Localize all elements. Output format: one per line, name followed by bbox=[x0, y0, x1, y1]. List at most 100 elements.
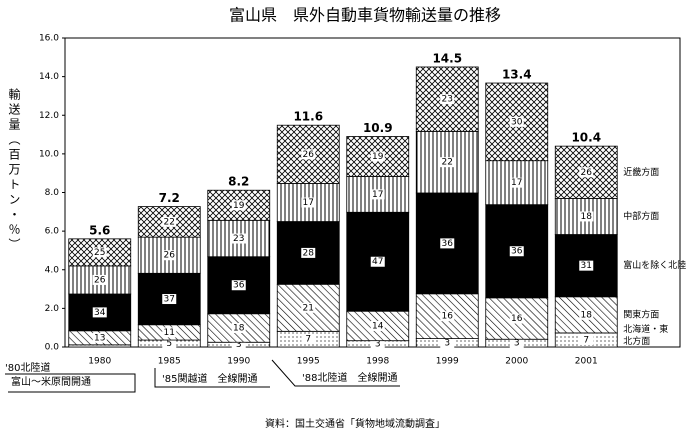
data-label: 3 bbox=[375, 339, 381, 349]
label-box bbox=[579, 260, 594, 271]
label-box bbox=[370, 256, 385, 267]
data-label: 36 bbox=[511, 247, 523, 257]
data-label: 36 bbox=[233, 281, 245, 291]
label-box bbox=[579, 167, 594, 178]
x-tick-label: 2000 bbox=[505, 357, 528, 367]
x-tick-label: 1995 bbox=[297, 357, 320, 367]
data-label: 26 bbox=[581, 168, 593, 178]
bracket bbox=[271, 359, 400, 387]
label-box bbox=[370, 338, 385, 349]
y-tick-label: 2.0 bbox=[45, 304, 60, 314]
data-label: 26 bbox=[164, 251, 176, 261]
data-label: 23 bbox=[442, 95, 453, 105]
legend-label: 富山を除く北陸 bbox=[623, 259, 686, 271]
bracket bbox=[5, 373, 136, 393]
data-label: 26 bbox=[94, 275, 106, 285]
label-box bbox=[162, 338, 177, 349]
label-box bbox=[370, 151, 385, 162]
x-tick-label: 1998 bbox=[366, 357, 389, 367]
label-box bbox=[509, 313, 524, 324]
data-label: 30 bbox=[511, 117, 523, 127]
y-tick-label: 12.0 bbox=[39, 111, 59, 121]
data-label: 18 bbox=[581, 212, 593, 222]
label-box bbox=[440, 238, 455, 249]
label-box bbox=[440, 311, 455, 322]
annotation: '80北陸道 bbox=[5, 361, 50, 374]
label-box bbox=[370, 320, 385, 331]
y-tick-label: 6.0 bbox=[45, 227, 60, 237]
data-label: 16 bbox=[442, 312, 454, 322]
label-box bbox=[440, 157, 455, 168]
label-box bbox=[579, 334, 594, 345]
y-tick-label: 10.0 bbox=[39, 149, 59, 159]
label-box bbox=[231, 233, 246, 244]
data-label: 19 bbox=[233, 201, 245, 211]
legend-label: 北海道・東北方面 bbox=[623, 324, 669, 347]
total-label: 10.9 bbox=[363, 121, 393, 135]
data-label: 31 bbox=[581, 261, 592, 271]
label-box bbox=[162, 216, 177, 227]
x-tick-label: 1980 bbox=[88, 357, 111, 367]
data-label: 17 bbox=[511, 178, 522, 188]
y-tick-label: 14.0 bbox=[39, 72, 59, 82]
label-box bbox=[509, 338, 524, 349]
label-box bbox=[162, 294, 177, 305]
data-label: 26 bbox=[303, 150, 315, 160]
label-box bbox=[509, 116, 524, 127]
label-box bbox=[440, 337, 455, 348]
label-box bbox=[231, 322, 246, 333]
y-tick-label: 8.0 bbox=[45, 188, 60, 198]
data-label: 13 bbox=[94, 333, 105, 343]
y-tick-label: 4.0 bbox=[45, 265, 60, 275]
x-tick-label: 1999 bbox=[436, 357, 459, 367]
data-label: 19 bbox=[372, 152, 384, 162]
label-box bbox=[92, 274, 107, 285]
data-label: 3 bbox=[236, 340, 242, 350]
data-label: 36 bbox=[442, 239, 454, 249]
data-label: 11 bbox=[164, 328, 175, 338]
label-box bbox=[301, 149, 316, 160]
y-tick-label: 0.0 bbox=[45, 343, 60, 353]
annotation: '85関越道 全線開通 bbox=[162, 372, 257, 385]
x-tick-label: 1985 bbox=[158, 357, 181, 367]
label-box bbox=[579, 211, 594, 222]
data-label: 7 bbox=[305, 335, 311, 345]
annotation: 富山～米原間開通 bbox=[11, 375, 91, 388]
label-box bbox=[301, 197, 316, 208]
label-box bbox=[92, 332, 107, 343]
total-label: 11.6 bbox=[293, 110, 323, 124]
data-label: 18 bbox=[581, 310, 593, 320]
label-box bbox=[370, 189, 385, 200]
source: 資料：国土交通省「貨物地域流動調査」 bbox=[265, 417, 445, 430]
data-label: 25 bbox=[94, 248, 105, 258]
chart-title: 富山県 県外自動車貨物輸送量の推移 bbox=[229, 6, 501, 25]
data-label: 37 bbox=[164, 295, 175, 305]
label-box bbox=[231, 339, 246, 350]
label-box bbox=[162, 250, 177, 261]
data-label: 7 bbox=[583, 335, 589, 345]
data-label: 17 bbox=[303, 198, 314, 208]
data-label: 47 bbox=[372, 257, 383, 267]
label-box bbox=[162, 327, 177, 338]
data-label: 3 bbox=[514, 339, 520, 349]
data-label: 14 bbox=[372, 321, 384, 331]
total-label: 10.4 bbox=[571, 131, 601, 145]
data-label: 23 bbox=[233, 234, 244, 244]
legend-label: 近畿方面 bbox=[623, 166, 659, 178]
legend-label: 中部方面 bbox=[623, 210, 659, 222]
x-tick-label: 1990 bbox=[227, 357, 250, 367]
total-label: 7.2 bbox=[159, 191, 180, 205]
legend-label: 関東方面 bbox=[623, 308, 659, 320]
data-label: 22 bbox=[164, 217, 175, 227]
y-tick-label: 16.0 bbox=[39, 34, 59, 44]
data-label: 28 bbox=[303, 248, 315, 258]
label-box bbox=[231, 280, 246, 291]
label-box bbox=[301, 247, 316, 258]
label-box bbox=[440, 94, 455, 105]
label-box bbox=[579, 309, 594, 320]
label-box bbox=[301, 334, 316, 345]
data-label: 16 bbox=[511, 314, 523, 324]
annotation: '88北陸道 全線開通 bbox=[302, 371, 397, 384]
